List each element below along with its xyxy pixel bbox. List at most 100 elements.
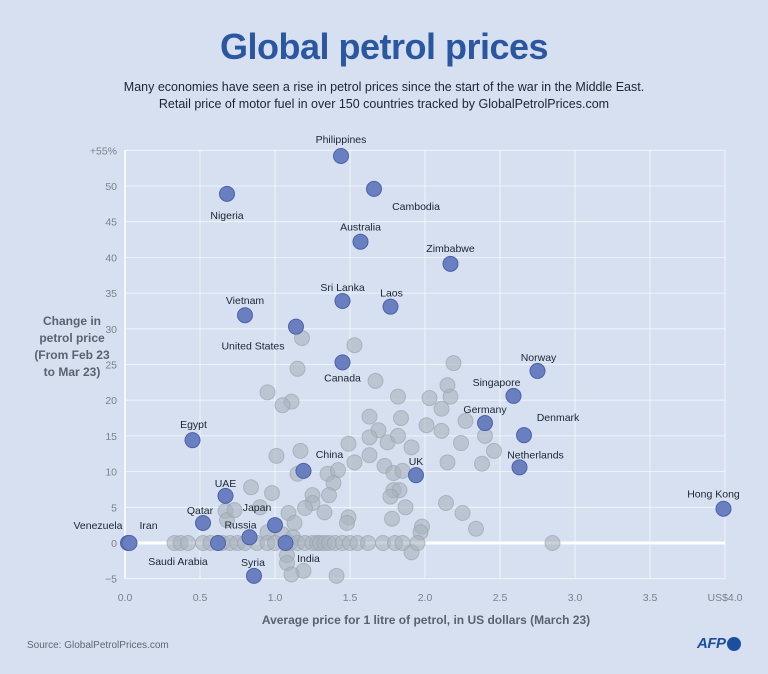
country-point	[361, 447, 378, 464]
y-axis-title-line: petrol price	[39, 331, 105, 345]
country-label: Venezuela	[73, 520, 122, 532]
y-tick-label: 20	[105, 395, 117, 407]
country-point	[457, 412, 474, 429]
highlighted-point	[210, 535, 226, 551]
country-point	[474, 455, 490, 472]
highlighted-point	[408, 467, 424, 484]
x-tick-label: 3.0	[568, 592, 583, 604]
x-tick-label: 1.5	[343, 592, 358, 604]
subtitle-line-1: Many economies have seen a rise in petro…	[123, 80, 645, 94]
highlighted-point	[237, 307, 253, 324]
highlighted-point	[241, 529, 258, 546]
country-label: Netherlands	[507, 449, 564, 461]
highlighted-point	[334, 292, 351, 309]
country-point	[340, 435, 357, 452]
country-point	[384, 510, 400, 527]
country-label: United States	[221, 341, 284, 353]
highlighted-point	[334, 354, 351, 371]
other-countries-points	[166, 330, 561, 584]
country-point	[297, 500, 313, 517]
country-point	[292, 442, 309, 459]
country-label: Laos	[380, 288, 403, 300]
subtitle-line-2: Retail price of motor fuel in over 150 c…	[158, 97, 610, 111]
y-tick-label: 5	[111, 502, 117, 514]
y-tick-label: +55%	[90, 145, 117, 157]
highlighted-point	[246, 567, 262, 584]
y-tick-label: 0	[111, 538, 117, 550]
highlighted-point	[529, 362, 546, 379]
country-point	[486, 442, 502, 459]
highlighted-point	[184, 432, 201, 449]
country-point	[361, 408, 378, 425]
y-axis-title: Change in petrol price (From Feb 23 to Mar …	[34, 314, 110, 379]
country-point	[264, 485, 280, 502]
highlighted-point	[267, 517, 283, 534]
x-tick-label: 0.5	[193, 592, 208, 604]
country-label: Australia	[340, 222, 381, 234]
country-point	[259, 384, 276, 401]
country-label: Russia	[224, 519, 256, 531]
x-axis-title: Average price for 1 litre of petrol, in …	[262, 613, 590, 627]
country-label: Nigeria	[210, 210, 243, 222]
country-point	[328, 567, 345, 584]
country-label: Syria	[241, 557, 265, 569]
country-point	[393, 410, 409, 427]
highlighted-point	[195, 515, 211, 532]
country-label: Vietnam	[226, 295, 265, 307]
country-label: Japan	[243, 502, 272, 514]
country-point	[433, 422, 450, 439]
highlighted-countries-points	[120, 148, 732, 584]
country-point	[252, 499, 268, 516]
country-point	[438, 495, 454, 512]
y-tick-label: 50	[105, 181, 117, 193]
country-label: Saudi Arabia	[148, 556, 208, 568]
country-point	[367, 372, 384, 389]
highlighted-point	[217, 487, 234, 504]
highlighted-point	[516, 427, 532, 444]
country-point	[390, 427, 406, 444]
country-label: Denmark	[537, 412, 580, 424]
highlighted-point	[277, 535, 294, 551]
axis-ticks: 0.0 0.5 1.0 1.5 2.0 2.5 3.0 3.5 US$4.0 −5 0 5 10 15 20…	[90, 145, 743, 604]
country-point	[283, 566, 300, 583]
country-point	[382, 488, 399, 505]
country-label: Qatar	[187, 505, 214, 517]
page-title: Global petrol prices	[219, 26, 549, 67]
country-label: Cambodia	[392, 201, 440, 213]
country-label: UAE	[215, 478, 237, 490]
country-point	[346, 337, 363, 354]
country-label: Singapore	[473, 377, 521, 389]
country-label: Sri Lanka	[320, 282, 365, 294]
x-tick-label: 1.0	[268, 592, 283, 604]
highlighted-point	[382, 298, 399, 315]
country-point	[268, 447, 285, 464]
highlighted-point	[295, 462, 312, 479]
country-label: Hong Kong	[687, 489, 740, 501]
source-note: Source: GlobalPetrolPrices.com	[27, 640, 169, 651]
country-label: Germany	[463, 404, 507, 416]
country-point	[390, 388, 406, 405]
highlighted-point	[477, 415, 493, 432]
country-point	[339, 515, 355, 532]
y-axis-title-line: to Mar 23)	[44, 365, 101, 379]
x-tick-label: 0.0	[118, 592, 133, 604]
y-tick-label: 40	[105, 252, 117, 264]
highlighted-point	[715, 500, 732, 517]
country-point	[394, 535, 411, 551]
highlighted-point	[352, 233, 369, 250]
y-tick-label: 15	[105, 431, 117, 443]
country-point	[418, 417, 435, 434]
country-point	[226, 502, 243, 519]
highlighted-point	[219, 185, 235, 202]
highlighted-point	[511, 459, 528, 476]
country-label: Philippines	[316, 134, 367, 146]
x-tick-label: 2.0	[418, 592, 433, 604]
country-label: Norway	[521, 352, 557, 364]
y-tick-label: 35	[105, 288, 117, 300]
highlighted-point	[333, 148, 349, 165]
y-tick-label: −5	[105, 574, 117, 586]
country-label: UK	[409, 456, 424, 468]
afp-logo: AFP	[697, 635, 741, 652]
highlighted-point	[121, 535, 138, 551]
